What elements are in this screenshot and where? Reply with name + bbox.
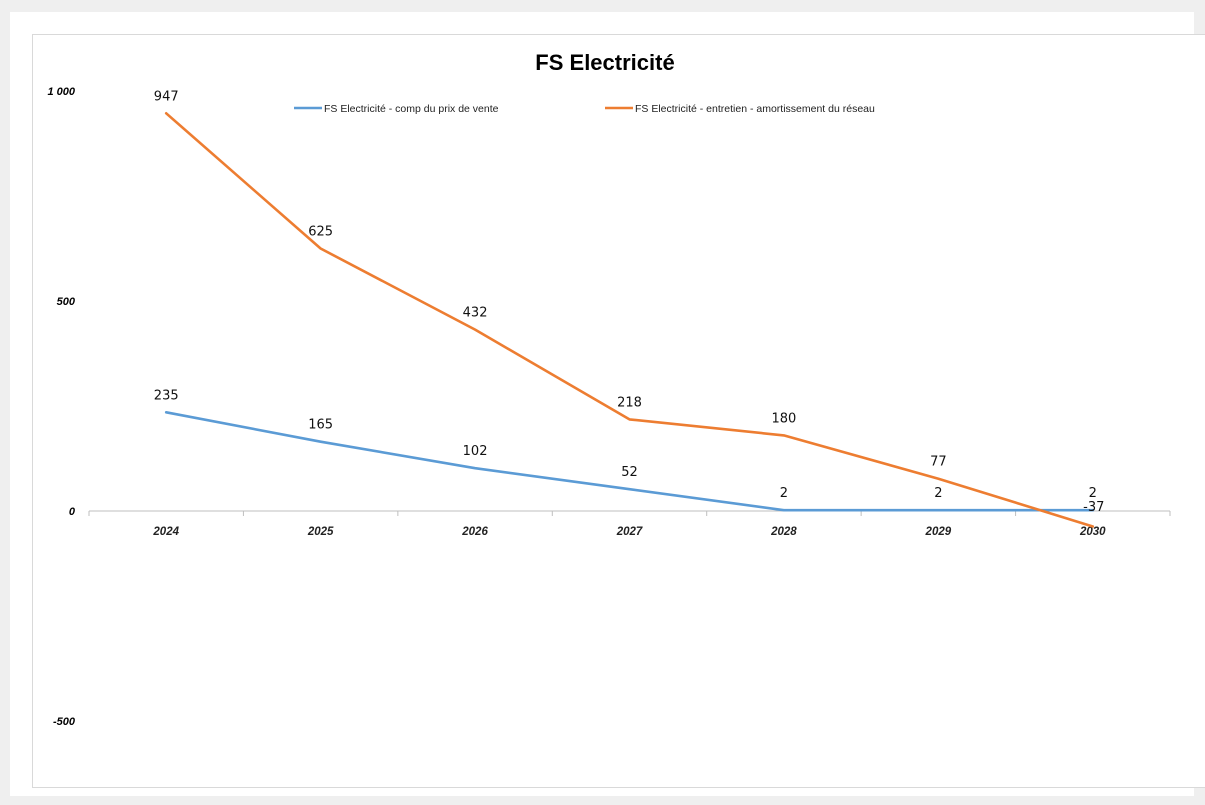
y-axis: 1 000 500 0 -500 <box>47 86 75 728</box>
y-tick-label: 0 <box>69 506 76 518</box>
data-label-series-1: 102 <box>463 444 488 459</box>
x-tick-label: 2024 <box>152 526 179 538</box>
data-label-series-2: 625 <box>308 225 333 240</box>
series-line-2 <box>164 112 1095 528</box>
data-label-series-1: 2 <box>780 486 788 501</box>
data-label-series-2: 180 <box>772 411 797 426</box>
data-label-series-1: 52 <box>621 465 638 480</box>
y-tick-label: -500 <box>53 716 76 728</box>
data-label-series-2: 218 <box>617 395 642 410</box>
x-tick-label: 2026 <box>461 526 488 538</box>
legend-item-series-2: FS Electricité - entretien - amortisseme… <box>605 103 875 115</box>
data-label-series-1: 2 <box>1089 486 1097 501</box>
y-tick-label: 1 000 <box>47 86 75 98</box>
x-tick-label: 2025 <box>307 526 334 538</box>
y-tick-label: 500 <box>57 296 76 308</box>
data-labels: 235 165 102 52 2 2 2 947 625 432 218 180 77 -37 <box>154 89 1105 515</box>
series-layer <box>164 112 1095 528</box>
x-axis: 2024 2025 2026 2027 2028 2029 2030 <box>88 510 1171 538</box>
x-tick-label: 2028 <box>770 526 797 538</box>
x-tick-label: 2030 <box>1079 526 1106 538</box>
chart-area <box>32 34 1205 788</box>
data-label-series-2: 77 <box>930 455 947 470</box>
legend-label-series-1: FS Electricité - comp du prix de vente <box>324 103 499 115</box>
series-line-1 <box>164 410 1095 512</box>
data-label-series-2: 947 <box>154 89 179 104</box>
legend-label-series-2: FS Electricité - entretien - amortisseme… <box>635 103 875 115</box>
chart-title: FS Electricité <box>535 50 674 75</box>
x-tick-label: 2027 <box>616 526 643 538</box>
data-label-series-2: 432 <box>463 306 488 321</box>
data-label-series-1: 165 <box>308 418 333 433</box>
data-label-series-1: 235 <box>154 388 179 403</box>
legend-item-series-1: FS Electricité - comp du prix de vente <box>294 103 499 115</box>
x-tick-label: 2029 <box>925 526 952 538</box>
data-label-series-1: 2 <box>934 486 942 501</box>
legend: FS Electricité - comp du prix de vente F… <box>294 103 875 115</box>
data-label-series-2: -37 <box>1083 500 1104 515</box>
